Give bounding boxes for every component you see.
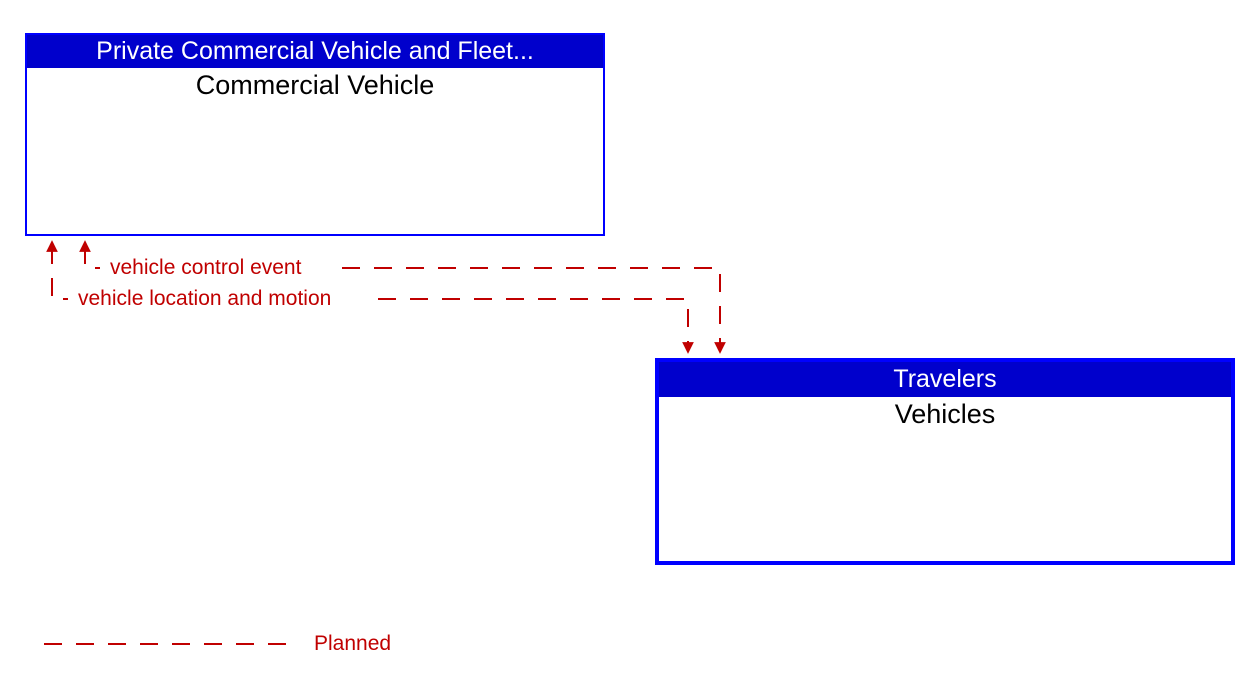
node-commercial-vehicle: Private Commercial Vehicle and Fleet... … xyxy=(25,33,605,236)
node-commercial-vehicle-header-text: Private Commercial Vehicle and Fleet... xyxy=(96,37,534,65)
node-commercial-vehicle-header: Private Commercial Vehicle and Fleet... xyxy=(27,35,603,68)
legend-label: Planned xyxy=(314,632,391,656)
edge-vehicle-location-and-motion-end xyxy=(378,299,688,348)
node-vehicles-body-title: Vehicles xyxy=(659,397,1231,430)
edge-label-vehicle-location-and-motion: vehicle location and motion xyxy=(74,287,335,311)
edge-label-vehicle-control-event: vehicle control event xyxy=(106,256,305,280)
node-commercial-vehicle-body-title: Commercial Vehicle xyxy=(27,68,603,101)
node-vehicles-header-text: Travelers xyxy=(893,365,996,393)
node-vehicles: Travelers Vehicles xyxy=(655,358,1235,565)
edge-vehicle-control-event-start xyxy=(85,246,100,268)
edge-vehicle-location-and-motion-start xyxy=(52,246,68,299)
edge-vehicle-control-event-end xyxy=(342,268,720,348)
node-vehicles-header: Travelers xyxy=(659,362,1231,397)
